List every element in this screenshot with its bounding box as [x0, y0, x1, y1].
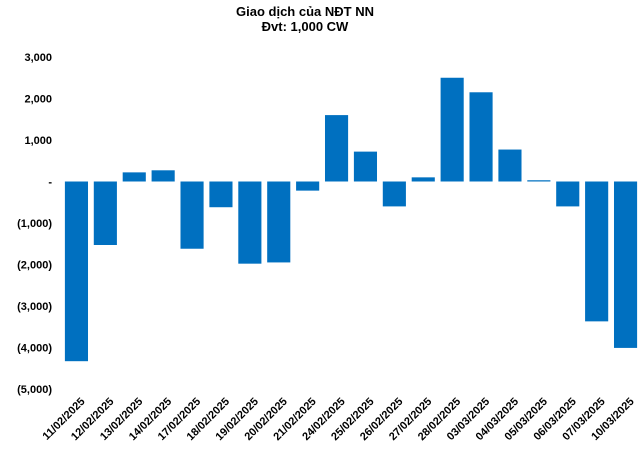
- bar: [613, 181, 638, 348]
- y-tick-label: 1,000: [24, 135, 52, 147]
- bar: [527, 180, 551, 182]
- bar: [411, 177, 435, 182]
- bar: [209, 181, 233, 208]
- y-tick-label: 3,000: [24, 52, 52, 64]
- bar: [151, 170, 175, 182]
- bar: [122, 172, 146, 182]
- bar: [296, 181, 320, 191]
- y-tick-label: -: [48, 177, 52, 189]
- chart-subtitle: Đvt: 1,000 CW: [262, 19, 349, 34]
- y-tick-label: (4,000): [17, 343, 52, 355]
- bar: [353, 151, 378, 182]
- bar-series: [64, 77, 638, 362]
- y-tick-label: (5,000): [17, 384, 52, 396]
- chart-title: Giao dịch của NĐT NN: [236, 4, 374, 19]
- y-tick-label: (3,000): [17, 301, 52, 313]
- bar: [498, 149, 522, 182]
- bar: [585, 181, 609, 322]
- x-axis: 11/02/202512/02/202513/02/202514/02/2025…: [41, 396, 637, 443]
- bar: [93, 181, 117, 245]
- y-tick-label: (2,000): [17, 260, 52, 272]
- y-axis: 3,000 2,000 1,000 - (1,000) (2,000) (3,000) (4,…: [17, 52, 52, 396]
- bar: [64, 181, 89, 362]
- bar: [180, 181, 204, 249]
- y-tick-label: (1,000): [17, 218, 52, 230]
- y-tick-label: 2,000: [24, 94, 52, 106]
- bar: [324, 115, 349, 182]
- bar: [440, 77, 464, 182]
- bar: [267, 181, 291, 263]
- bar: [382, 181, 406, 207]
- bar: [556, 181, 580, 207]
- bar: [238, 181, 262, 264]
- bar: [469, 92, 493, 182]
